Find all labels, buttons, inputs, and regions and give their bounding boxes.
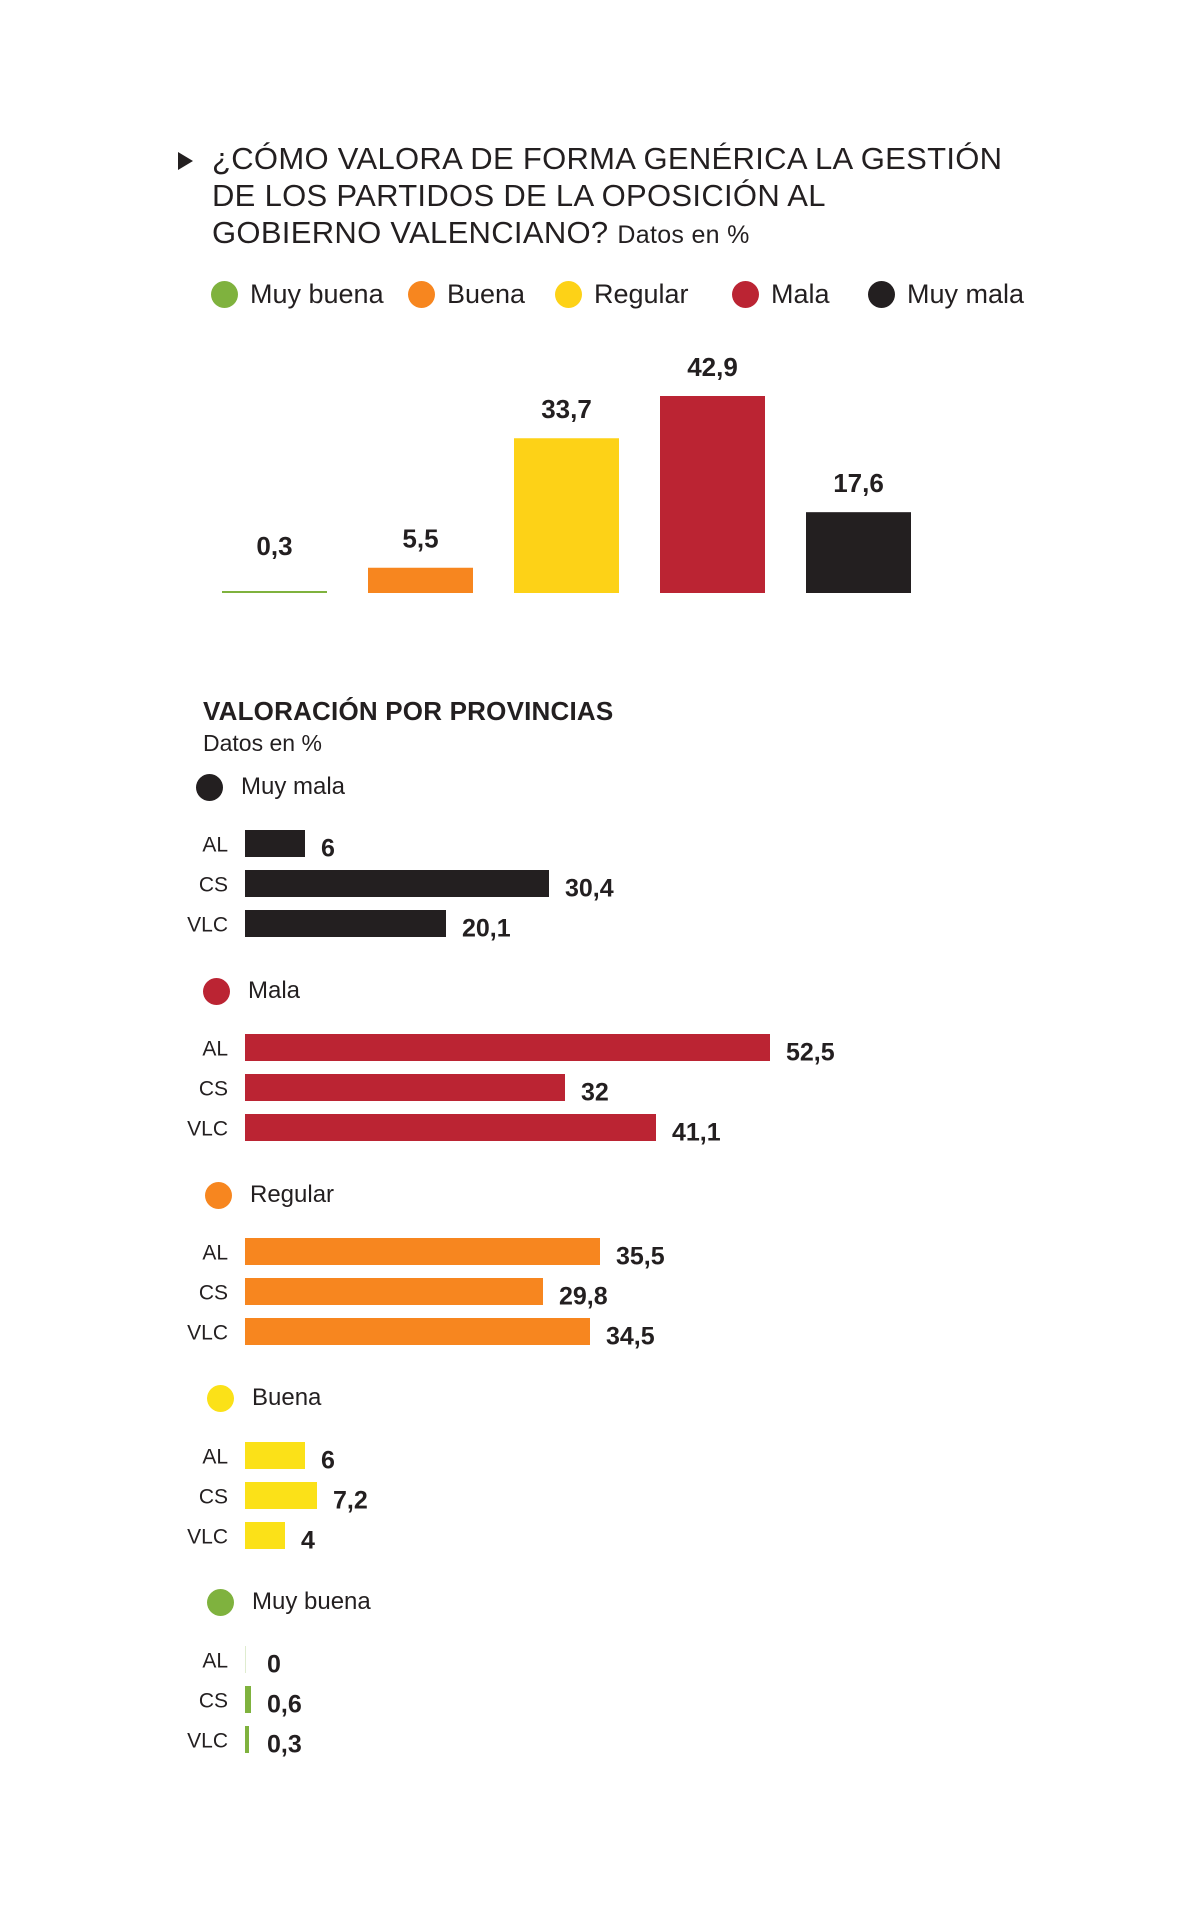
bar-value-label: 41,1 bbox=[672, 1119, 721, 1147]
province-label: VLC bbox=[187, 1118, 228, 1141]
bar-regular-vlc bbox=[245, 1318, 590, 1345]
bar-value-label: 29,8 bbox=[559, 1283, 608, 1311]
bar-muy-buena-al bbox=[245, 1646, 246, 1673]
province-label: VLC bbox=[187, 1526, 228, 1549]
bar-mala bbox=[660, 396, 765, 593]
bar-muy-mala bbox=[806, 512, 911, 593]
group-dot-muy-buena bbox=[207, 1588, 234, 1616]
group-label-buena: Buena bbox=[252, 1384, 322, 1411]
bar-muy-mala-vlc bbox=[245, 910, 446, 937]
bar-value-label: 0,3 bbox=[267, 1731, 302, 1759]
provinces-title: VALORACIÓN POR PROVINCIAS bbox=[203, 696, 614, 726]
province-label: AL bbox=[202, 834, 228, 857]
group-dot-muy-mala bbox=[196, 773, 223, 801]
province-label: CS bbox=[199, 874, 228, 897]
bar-mala-cs bbox=[245, 1074, 565, 1101]
group-dot-mala bbox=[203, 977, 230, 1005]
province-label: AL bbox=[202, 1650, 228, 1673]
legend-label-mala: Mala bbox=[771, 279, 830, 309]
legend-dot-buena bbox=[408, 281, 435, 308]
bar-muy-buena-vlc bbox=[245, 1726, 249, 1753]
group-label-muy-buena: Muy buena bbox=[252, 1588, 371, 1615]
group-label-muy-mala: Muy mala bbox=[241, 773, 346, 800]
triangle-bullet-icon bbox=[178, 152, 193, 170]
bar-muy-buena bbox=[222, 591, 327, 593]
bar-muy-buena-cs bbox=[245, 1686, 251, 1713]
bar-value-label: 7,2 bbox=[333, 1487, 368, 1515]
bar-value-label: 30,4 bbox=[565, 875, 614, 903]
legend-item-muy-buena: Muy buena bbox=[211, 279, 384, 310]
bar-regular bbox=[514, 438, 619, 593]
main-bar-chart: 0,3 5,5 33,7 42,9 17,6 bbox=[222, 352, 911, 593]
group-dot-buena bbox=[207, 1384, 234, 1412]
province-label: AL bbox=[202, 1242, 228, 1265]
bar-buena-cs bbox=[245, 1482, 317, 1509]
legend-label-regular: Regular bbox=[594, 279, 689, 309]
bar-value-label: 17,6 bbox=[833, 468, 884, 498]
legend-label-muy-buena: Muy buena bbox=[250, 279, 384, 309]
group-head-muy-buena: Muy buena bbox=[207, 1588, 371, 1616]
group-label-mala: Mala bbox=[248, 977, 301, 1004]
bar-regular-cs bbox=[245, 1278, 543, 1305]
province-label: CS bbox=[199, 1486, 228, 1509]
group-head-muy-mala: Muy mala bbox=[196, 773, 345, 801]
title-line-1: ¿CÓMO VALORA DE FORMA GENÉRICA LA GESTIÓ… bbox=[212, 141, 1003, 176]
bar-value-label: 52,5 bbox=[786, 1039, 835, 1067]
bar-muy-mala-cs bbox=[245, 870, 549, 897]
group-head-regular: Regular bbox=[205, 1181, 334, 1209]
bar-buena-vlc bbox=[245, 1522, 285, 1549]
bar-value-label: 4 bbox=[301, 1527, 315, 1555]
bar-value-label: 0,6 bbox=[267, 1691, 302, 1719]
legend-dot-mala bbox=[732, 281, 759, 308]
bar-value-label: 33,7 bbox=[541, 394, 592, 424]
bar-regular-al bbox=[245, 1238, 600, 1265]
legend-label-buena: Buena bbox=[447, 279, 526, 309]
province-label: CS bbox=[199, 1078, 228, 1101]
bar-value-label: 32 bbox=[581, 1079, 609, 1107]
bar-value-label: 42,9 bbox=[687, 352, 738, 382]
title-line-3: GOBIERNO VALENCIANO? Datos en % bbox=[212, 214, 1082, 254]
legend-dot-muy-mala bbox=[868, 281, 895, 308]
bar-value-label: 6 bbox=[321, 835, 335, 863]
province-label: CS bbox=[199, 1282, 228, 1305]
bar-buena-al bbox=[245, 1442, 305, 1469]
bar-value-label: 20,1 bbox=[462, 915, 511, 943]
provinces-unit: Datos en % bbox=[203, 730, 322, 756]
province-label: VLC bbox=[187, 1730, 228, 1753]
bar-value-label: 5,5 bbox=[402, 524, 438, 554]
bar-value-label: 34,5 bbox=[606, 1323, 655, 1351]
group-dot-regular bbox=[205, 1181, 232, 1209]
legend-item-muy-mala: Muy mala bbox=[868, 279, 1024, 310]
group-head-mala: Mala bbox=[203, 977, 300, 1005]
bar-mala-al bbox=[245, 1034, 770, 1061]
legend-dot-muy-buena bbox=[211, 281, 238, 308]
bar-value-label: 0,3 bbox=[256, 531, 292, 561]
group-label-regular: Regular bbox=[250, 1181, 335, 1208]
province-label: VLC bbox=[187, 1322, 228, 1345]
legend-item-buena: Buena bbox=[408, 279, 525, 310]
legend-item-mala: Mala bbox=[732, 279, 830, 310]
bar-value-label: 0 bbox=[267, 1651, 281, 1679]
title-unit: Datos en % bbox=[617, 221, 750, 249]
legend-dot-regular bbox=[555, 281, 582, 308]
province-label: CS bbox=[199, 1690, 228, 1713]
legend-item-regular: Regular bbox=[555, 279, 689, 310]
bar-muy-mala-al bbox=[245, 830, 305, 857]
province-label: AL bbox=[202, 1038, 228, 1061]
group-head-buena: Buena bbox=[207, 1384, 321, 1412]
chart-title: ¿CÓMO VALORA DE FORMA GENÉRICA LA GESTIÓ… bbox=[178, 140, 1082, 254]
bar-mala-vlc bbox=[245, 1114, 656, 1141]
legend: Muy buena Buena Regular Mala Muy mala bbox=[0, 279, 1200, 319]
province-label: AL bbox=[202, 1446, 228, 1469]
bar-value-label: 6 bbox=[321, 1447, 335, 1475]
legend-label-muy-mala: Muy mala bbox=[907, 279, 1025, 309]
bar-buena bbox=[368, 567, 473, 593]
title-line-2: DE LOS PARTIDOS DE LA OPOSICIÓN AL bbox=[212, 178, 826, 213]
title-line-3-text: GOBIERNO VALENCIANO? bbox=[212, 215, 609, 250]
bar-value-label: 35,5 bbox=[616, 1243, 665, 1271]
province-label: VLC bbox=[187, 914, 228, 937]
